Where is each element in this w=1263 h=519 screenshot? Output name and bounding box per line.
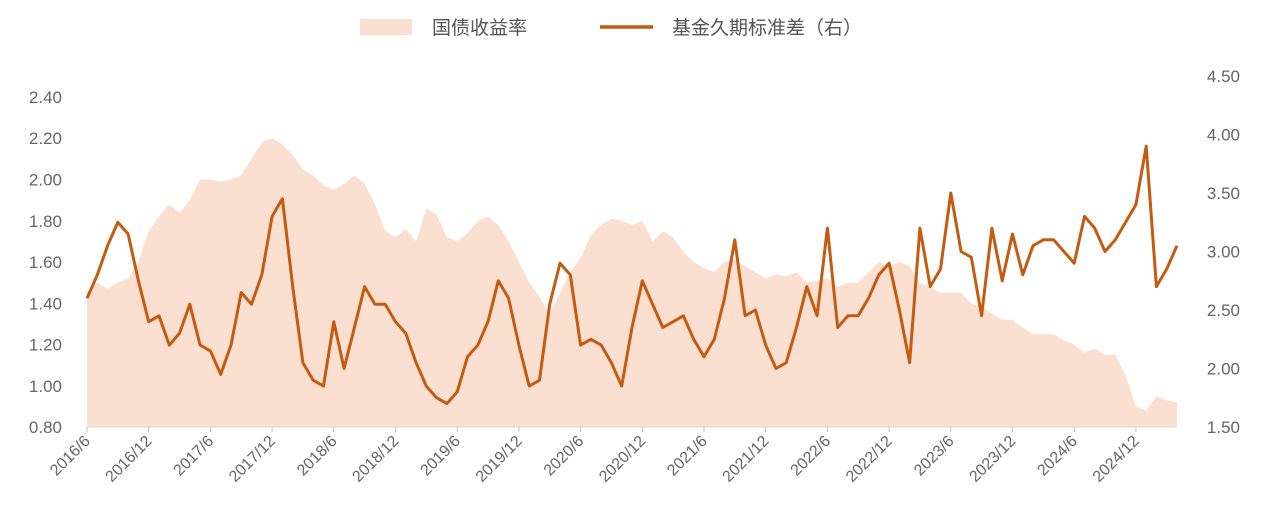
x-tick-label: 2016/6: [47, 433, 94, 480]
x-axis: 2016/6 2016/12 2017/6 2017/12 2018/6 2018/12 2…: [47, 427, 1143, 486]
legend-label-duration-std: 基金久期标准差（右）: [672, 17, 862, 39]
y-right-tick-label: 2.50: [1207, 301, 1240, 320]
y-right-tick-label: 3.50: [1207, 184, 1240, 203]
x-tick-label: 2018/12: [349, 433, 402, 486]
x-tick-label: 2019/6: [417, 433, 464, 480]
x-tick-label: 2016/12: [103, 433, 156, 486]
x-tick-label: 2022/12: [843, 433, 896, 486]
x-tick-label: 2023/12: [966, 433, 1019, 486]
x-tick-label: 2022/6: [788, 433, 835, 480]
series-yield-area: [87, 138, 1177, 427]
legend-swatch-yield: [360, 19, 412, 35]
yield-area-layer: [87, 138, 1177, 427]
y-left-tick-label: 1.60: [29, 253, 62, 272]
y-axis-right: 4.50 4.00 3.50 3.00 2.50 2.00 1.50: [1207, 67, 1240, 437]
y-right-tick-label: 1.50: [1207, 418, 1240, 437]
x-tick-label: 2024/12: [1090, 433, 1143, 486]
y-axis-left: 2.40 2.20 2.00 1.80 1.60 1.40 1.20 1.00 0.80: [29, 88, 62, 437]
y-left-tick-label: 1.40: [29, 294, 62, 313]
y-left-tick-label: 1.20: [29, 336, 62, 355]
x-tick-label: 2017/12: [226, 433, 279, 486]
y-right-tick-label: 3.00: [1207, 243, 1240, 262]
x-tick-label: 2024/6: [1034, 433, 1081, 480]
y-left-tick-label: 2.00: [29, 171, 62, 190]
y-left-tick-label: 1.00: [29, 377, 62, 396]
y-right-tick-label: 4.00: [1207, 126, 1240, 145]
legend-label-yield: 国债收益率: [432, 17, 527, 39]
x-tick-label: 2017/6: [171, 433, 218, 480]
y-left-tick-label: 2.20: [29, 129, 62, 148]
x-tick-label: 2023/6: [911, 433, 958, 480]
x-tick-label: 2021/6: [664, 433, 711, 480]
x-tick-label: 2020/6: [541, 433, 588, 480]
y-left-tick-label: 0.80: [29, 418, 62, 437]
duration-std-line-layer: [85, 144, 1179, 406]
x-tick-label: 2021/12: [720, 433, 773, 486]
series-duration-std-line: [85, 144, 1179, 406]
y-right-tick-label: 4.50: [1207, 67, 1240, 86]
y-left-tick-label: 1.80: [29, 212, 62, 231]
x-tick-label: 2018/6: [294, 433, 341, 480]
y-right-tick-label: 2.00: [1207, 360, 1240, 379]
y-left-tick-label: 2.40: [29, 88, 62, 107]
legend: 国债收益率 基金久期标准差（右）: [360, 17, 862, 39]
x-tick-label: 2020/12: [596, 433, 649, 486]
x-tick-label: 2019/12: [473, 433, 526, 486]
